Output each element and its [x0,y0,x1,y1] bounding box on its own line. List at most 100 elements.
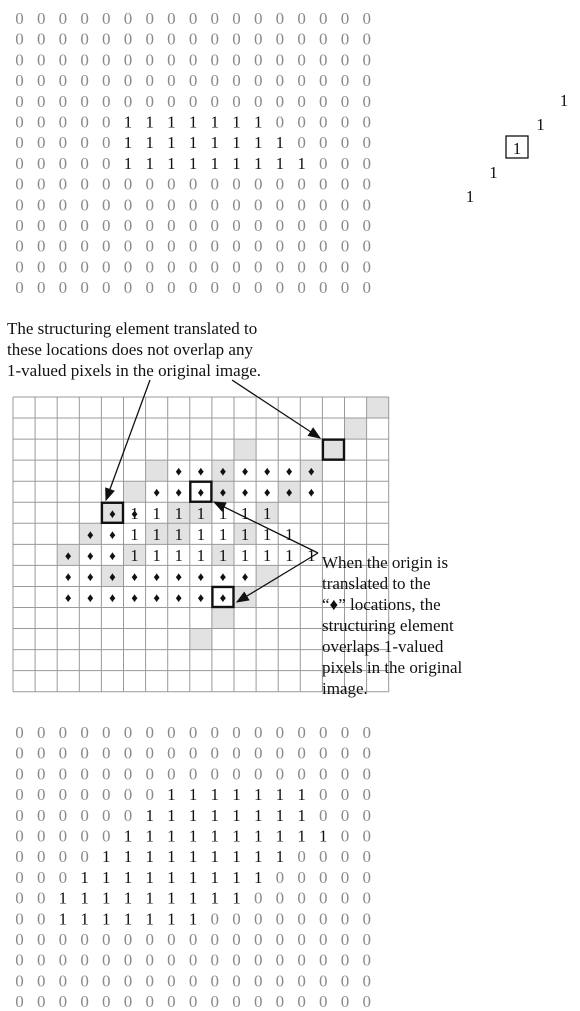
original-cell-r1-c7: 0 [167,30,176,49]
result-cell-r8-c13: 0 [297,889,306,908]
original-cell-r10-c0: 0 [15,216,24,235]
original-cell-r8-c0: 0 [15,175,24,194]
result-cell-r4-c12: 1 [276,806,285,825]
result-cell-r12-c7: 0 [167,971,176,990]
original-cell-r0-c14: 0 [319,9,328,28]
result-cell-r6-c3: 0 [80,847,89,866]
result-cell-r6-c12: 1 [276,847,285,866]
result-cell-r6-c7: 1 [167,847,176,866]
result-cell-r0-c15: 0 [341,723,350,742]
grid-one-r5-c6: 1 [152,504,161,523]
result-cell-r11-c8: 0 [189,951,198,970]
grid-one-r6-c8: 1 [197,525,206,544]
original-cell-r4-c13: 0 [297,92,306,111]
shaded-cell-r10-c9 [211,607,234,629]
grid-diamond-r3-c9: ♦ [220,464,227,479]
original-cell-r11-c14: 0 [319,237,328,256]
result-cell-r9-c9: 0 [211,909,220,928]
original-cell-r4-c16: 0 [362,92,371,111]
shaded-cell-r5-c4 [101,502,124,524]
result-cell-r3-c0: 0 [15,785,24,804]
original-cell-r3-c8: 0 [189,71,198,90]
side-annotation-note: When the origin is translated to the “♦”… [322,553,463,698]
highlight-box-r9-c9 [211,585,235,609]
original-cell-r9-c16: 0 [362,195,371,214]
original-cell-r3-c1: 0 [37,71,46,90]
original-cell-r10-c7: 0 [167,216,176,235]
result-cell-r3-c4: 0 [102,785,111,804]
shaded-cell-r3-c6 [145,460,168,482]
result-cell-r7-c16: 0 [362,868,371,887]
result-cell-r2-c0: 0 [15,764,24,783]
original-cell-r2-c15: 0 [341,50,350,69]
result-cell-r10-c11: 0 [254,930,263,949]
original-cell-r8-c3: 0 [80,175,89,194]
grid-one-r7-c13: 1 [307,546,316,565]
result-cell-r1-c5: 0 [124,744,133,763]
side-note-line-5: overlaps 1-valued [322,637,444,656]
original-cell-r2-c13: 0 [297,50,306,69]
original-cell-r12-c2: 0 [59,257,68,276]
result-cell-r9-c10: 0 [232,909,241,928]
result-cell-r3-c16: 0 [362,785,371,804]
result-cell-r5-c10: 1 [232,827,241,846]
result-cell-r5-c7: 1 [167,827,176,846]
original-cell-r3-c14: 0 [319,71,328,90]
grid-diamond-r4-c11: ♦ [264,485,271,500]
highlight-box-r4-c8 [189,480,213,503]
original-cell-r6-c12: 1 [276,133,285,152]
result-cell-r8-c12: 0 [276,889,285,908]
result-cell-r5-c6: 1 [145,827,154,846]
result-cell-r1-c2: 0 [59,744,68,763]
original-cell-r8-c10: 0 [232,175,241,194]
result-cell-r2-c10: 0 [232,764,241,783]
result-cell-r11-c1: 0 [37,951,46,970]
shaded-cell-r5-c7 [167,502,190,524]
original-cell-r6-c16: 0 [362,133,371,152]
result-cell-r13-c14: 0 [319,992,328,1011]
grid-diamond-r4-c6: ♦ [153,485,160,500]
original-cell-r7-c14: 0 [319,154,328,173]
result-cell-r0-c2: 0 [59,723,68,742]
result-cell-r5-c9: 1 [211,827,220,846]
result-cell-r10-c12: 0 [276,930,285,949]
result-cell-r0-c14: 0 [319,723,328,742]
result-cell-r0-c12: 0 [276,723,285,742]
original-cell-r3-c15: 0 [341,71,350,90]
original-cell-r2-c14: 0 [319,50,328,69]
result-cell-r0-c4: 0 [102,723,111,742]
original-cell-r12-c8: 0 [189,257,198,276]
original-cell-r11-c5: 0 [124,237,133,256]
result-cell-r7-c1: 0 [37,868,46,887]
original-cell-r2-c11: 0 [254,50,263,69]
result-cell-r9-c8: 1 [189,909,198,928]
result-cell-r8-c15: 0 [341,889,350,908]
result-cell-r10-c13: 0 [297,930,306,949]
result-cell-r8-c16: 0 [362,889,371,908]
original-cell-r1-c0: 0 [15,30,24,49]
original-cell-r10-c16: 0 [362,216,371,235]
result-cell-r7-c8: 1 [189,868,198,887]
original-cell-r13-c1: 0 [37,278,46,297]
result-cell-r1-c11: 0 [254,744,263,763]
result-cell-r11-c3: 0 [80,951,89,970]
result-cell-r1-c13: 0 [297,744,306,763]
grid-one-r7-c8: 1 [197,546,206,565]
grid-diamond-r6-c3: ♦ [87,527,94,542]
grid-diamond-r5-c5: ♦ [131,506,138,521]
result-cell-r13-c10: 0 [232,992,241,1011]
result-cell-r6-c8: 1 [189,847,198,866]
result-cell-r8-c0: 0 [15,889,24,908]
original-cell-r4-c0: 0 [15,92,24,111]
original-cell-r7-c4: 0 [102,154,111,173]
result-cell-r2-c3: 0 [80,764,89,783]
original-cell-r6-c3: 0 [80,133,89,152]
original-cell-r13-c9: 0 [211,278,220,297]
original-cell-r3-c9: 0 [211,71,220,90]
original-cell-r11-c15: 0 [341,237,350,256]
result-cell-r4-c13: 1 [297,806,306,825]
result-image-matrix: 0 0 0 0 0 0 0 0 0 0 0 0 0 0 0 0 00 0 0 0 0 0 0 0 0 0 0 0 0 0 0 0 00 0 0 0 0 0… [15,723,371,1011]
original-cell-r5-c14: 0 [319,113,328,132]
original-cell-r7-c6: 1 [145,154,154,173]
grid-diamond-r3-c12: ♦ [286,464,293,479]
